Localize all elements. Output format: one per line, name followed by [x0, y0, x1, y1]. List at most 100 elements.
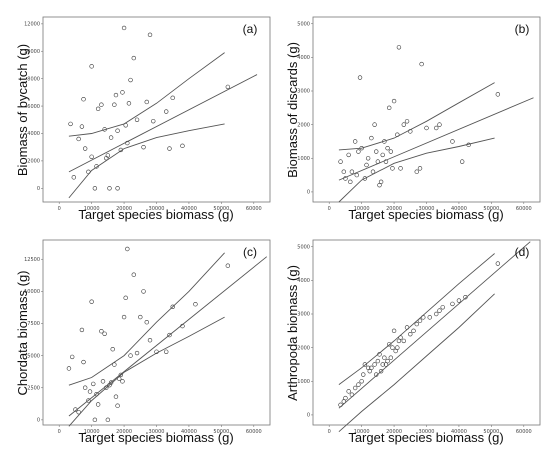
panel-c-data-point [131, 272, 137, 277]
panel-d-data-point [390, 345, 395, 350]
panel-c-data-point [170, 304, 175, 310]
panel-a-x-tick-label: 30000 [149, 206, 165, 212]
panel-a-x-tick-label: 20000 [116, 206, 132, 212]
panel-b-data-point [356, 149, 361, 154]
panel-b-data-point [338, 159, 343, 164]
panel-d-y-axis-label: Arthropoda biomass (g) [285, 265, 300, 401]
panel-b-data-point [414, 169, 419, 174]
panel-a-data-point [141, 144, 146, 150]
panel-a-confidence-lower-line [68, 123, 225, 199]
panel-a-frame [42, 16, 271, 203]
panel-c-data-point [91, 381, 96, 387]
panel-b-data-point [388, 149, 394, 154]
panel-d-data-point [380, 362, 385, 367]
panel-b-data-point [437, 122, 442, 127]
panel-c-data-point [113, 394, 119, 399]
panel-a-x-tick-label: 60000 [246, 206, 262, 212]
panel-c-x-tick-label: 40000 [181, 429, 197, 435]
panel-a-x-tick-label: 50000 [213, 206, 229, 212]
panel-d-data-point [440, 305, 445, 310]
panel-c-plot-area: 0 10000 20000 30000 40000 50000 60000 0 2500 5000… [24, 246, 268, 435]
panel-a-confidence-upper-line [68, 52, 225, 137]
panel-d-data-point [382, 355, 387, 360]
panel-b-x-tick-label: 50000 [483, 206, 499, 212]
panel-c-data-point [118, 372, 124, 378]
panel-c-data-point [115, 403, 120, 408]
panel-d-confidence-lower-line [338, 293, 495, 433]
panel-a-y-tick-label: 6000 [27, 104, 40, 110]
panel-a: 0 10000 20000 30000 40000 50000 60000 0 2000 4000… [15, 16, 271, 222]
panel-a-data-point [115, 128, 120, 133]
panel-a-data-point [144, 99, 149, 105]
panel-c-data-point [144, 320, 149, 325]
panel-c-label: (c) [243, 245, 257, 259]
panel-c-data-point [110, 347, 115, 352]
panel-c-data-point [134, 350, 140, 356]
panel-c-data-point [125, 246, 130, 252]
panel-a-data-point [121, 25, 127, 31]
panel-c-confidence-lower-line [68, 316, 225, 427]
panel-c-data-point [79, 327, 85, 333]
panel-d-data-point [414, 321, 419, 327]
panel-c-data-point [121, 314, 127, 320]
panel-b-data-point [424, 125, 429, 131]
panel-a-data-point [167, 146, 172, 151]
panel-b-data-point [362, 176, 368, 181]
panel-b-y-tick-label: 4000 [297, 55, 310, 61]
panel-a-data-point [131, 55, 137, 61]
panel-d-data-point [437, 308, 442, 313]
panel-d-data-point [352, 385, 358, 391]
panel-d-x-axis-label: Target species biomass (g) [348, 430, 503, 445]
panel-b: 0 10000 20000 30000 40000 50000 60000 0 1000 2000… [285, 16, 541, 222]
panel-a-label: (a) [243, 22, 258, 36]
panel-d-data-point [434, 311, 439, 317]
panel-a-data-point [76, 136, 81, 142]
panel-c-data-point [92, 417, 98, 423]
panel-b-confidence-lower-line [338, 137, 495, 203]
panel-b-data-point [352, 139, 358, 144]
panel-d-data-point [427, 315, 432, 320]
panel-d-data-point [417, 318, 423, 323]
panel-d-data-point [361, 372, 366, 377]
panel-a-data-point [164, 109, 169, 114]
panel-b-x-tick-label: 10000 [354, 206, 370, 212]
panel-b-data-point [380, 152, 385, 158]
panel-a-x-axis-label: Target species biomass (g) [78, 207, 233, 222]
panel-a-data-point [68, 121, 73, 127]
panel-a-data-point [71, 175, 77, 180]
panel-d-data-point [375, 358, 381, 364]
panel-c-data-point [128, 353, 133, 358]
panel-d-x-tick-label: 50000 [483, 429, 499, 435]
panel-c-x-axis-label: Target species biomass (g) [78, 430, 233, 445]
panel-c-data-point [138, 314, 143, 320]
panel-b-data-point [398, 166, 403, 171]
panel-c-data-point [167, 332, 172, 338]
panel-d-data-point [359, 379, 364, 384]
panel-b-data-point [370, 169, 376, 174]
panel-d-data-point [401, 338, 406, 344]
panel-c-x-tick-label: 20000 [116, 429, 132, 435]
panel-a-data-point [81, 97, 86, 102]
panel-b-data-point [378, 179, 384, 185]
panel-a-data-point [120, 90, 125, 95]
panel-c-data-point [102, 331, 107, 336]
panel-a-x-tick-label: 40000 [181, 206, 197, 212]
panel-d-y-tick-label: 5000 [297, 244, 310, 250]
panel-c-data-point [86, 398, 91, 403]
panel-d: 0 10000 20000 30000 40000 50000 60000 0 1000 2000… [285, 239, 541, 445]
panel-b-data-point [365, 156, 371, 161]
panel-c-data-point [120, 379, 125, 384]
panel-c-y-tick-label: 12500 [24, 257, 40, 263]
panel-b-data-point [404, 119, 410, 124]
panel-d-data-point [346, 389, 351, 394]
panel-d-data-point [450, 301, 455, 307]
panel-c-data-point [89, 299, 94, 304]
panel-a-data-point [105, 153, 111, 158]
panel-c-data-point [225, 263, 231, 268]
panel-a-data-point [134, 117, 140, 122]
panel-d-plot-area: 0 10000 20000 30000 40000 50000 60000 0 1000 2000… [297, 241, 532, 435]
panel-b-x-axis-label: Target species biomass (g) [348, 207, 503, 222]
panel-d-data-point [495, 261, 501, 266]
panel-b-data-point [387, 105, 392, 111]
panel-b-data-point [369, 135, 374, 141]
